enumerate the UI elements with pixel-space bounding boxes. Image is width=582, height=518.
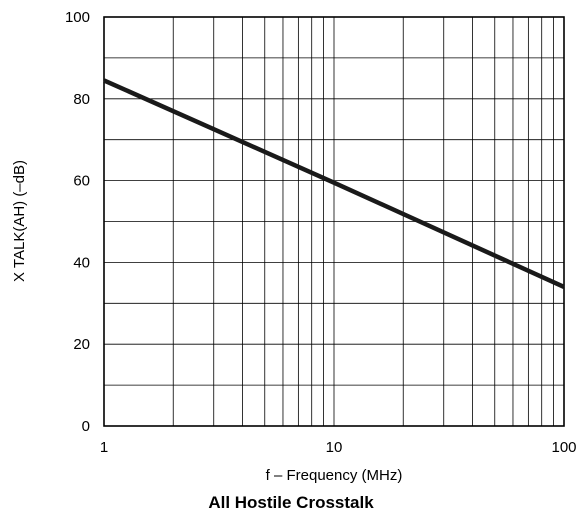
y-tick-label: 80: [73, 91, 90, 108]
x-tick-label: 1: [100, 439, 108, 456]
grid: [104, 17, 564, 426]
y-tick-label: 100: [65, 9, 90, 26]
y-tick-label: 0: [82, 418, 90, 435]
y-axis-label: X TALK(AH) (–dB): [11, 160, 28, 282]
chart-caption: All Hostile Crosstalk: [208, 493, 374, 512]
x-tick-label: 10: [326, 439, 343, 456]
y-tick-label: 20: [73, 336, 90, 353]
tick-labels: 0 20 40 60 80 100 1 10 100: [65, 9, 577, 456]
x-tick-label: 100: [551, 439, 576, 456]
y-tick-label: 40: [73, 254, 90, 271]
y-tick-label: 60: [73, 173, 90, 190]
series: [103, 78, 565, 289]
plot-frame: [103, 16, 565, 427]
x-axis-label: f – Frequency (MHz): [266, 467, 403, 484]
series-line: [103, 78, 565, 289]
